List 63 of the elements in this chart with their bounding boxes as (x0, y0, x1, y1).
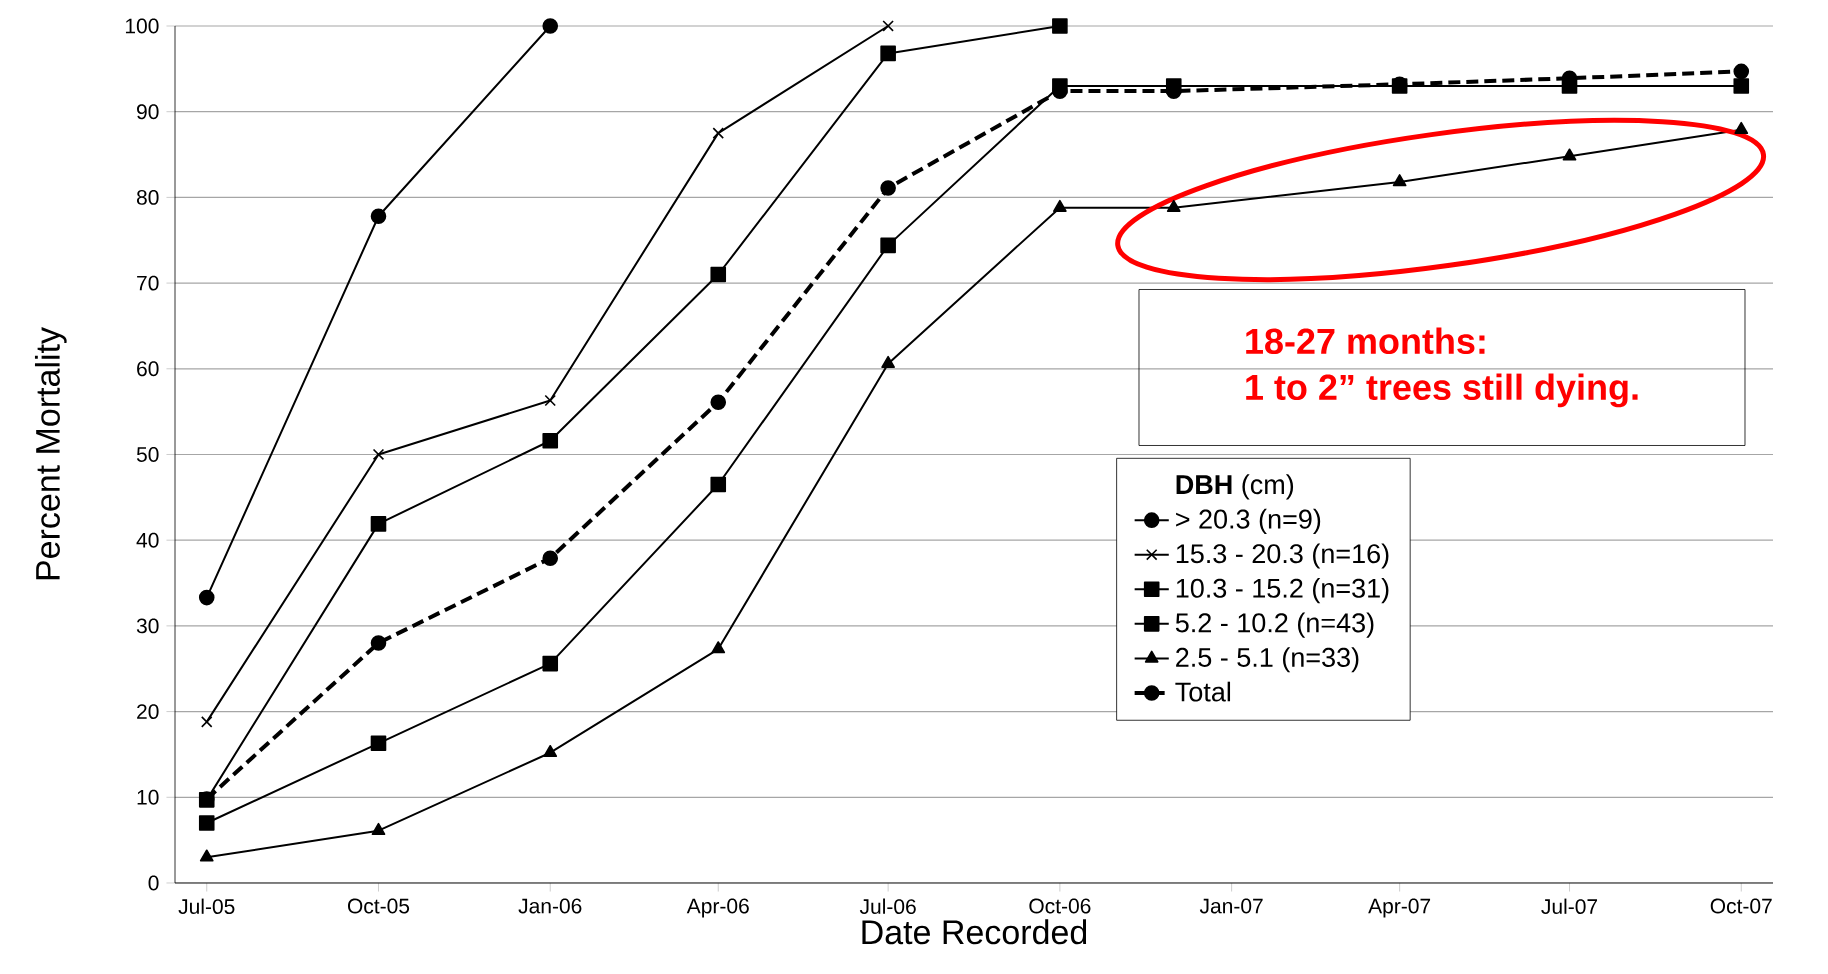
point (544, 394, 556, 407)
point (1562, 148, 1577, 161)
x-tick-label: Apr-06 (686, 898, 749, 918)
x-tick-label: Oct-07 (1710, 898, 1772, 914)
point (370, 735, 387, 752)
point (542, 655, 559, 672)
y-tick-label: 60 (137, 361, 159, 377)
y-tick-label: 10 (137, 789, 159, 805)
y-tick-label: 50 (136, 447, 159, 462)
x-tick-label: Jul-05 (178, 898, 235, 915)
y-tick-label: 90 (137, 104, 159, 120)
legend-label: 5.2 - 10.2 (n=43) (1175, 612, 1374, 638)
point (198, 815, 215, 831)
point (199, 849, 214, 862)
point (711, 641, 726, 654)
x-tick-label: Jan-06 (518, 898, 582, 914)
x-tick-label: Jul-07 (1541, 898, 1598, 915)
point (712, 127, 724, 139)
point (1052, 18, 1068, 34)
annotation: 1 to 2” trees still dying. (1246, 373, 1638, 408)
y-tick-label: 80 (136, 189, 159, 205)
point (1733, 78, 1750, 94)
point (370, 208, 387, 225)
point (880, 180, 896, 196)
point (542, 18, 559, 34)
y-tick-label: 0 (148, 875, 159, 891)
x-axis-title: Date Recorded (862, 919, 1087, 945)
point (542, 550, 559, 566)
point (1733, 63, 1750, 80)
point (710, 394, 727, 411)
annotation: 18-27 months: (1246, 327, 1485, 355)
point (710, 476, 727, 493)
y-tick-label: 70 (137, 275, 159, 291)
x-tick-label: Jul-06 (859, 898, 916, 915)
point (542, 432, 559, 449)
point (372, 448, 385, 461)
point (880, 237, 896, 254)
x-tick-label: Jan-07 (1199, 898, 1263, 914)
point (370, 635, 387, 651)
legend-label: 10.3 - 15.2 (n=31) (1176, 578, 1389, 604)
legend-title: DBH (cm) (1176, 474, 1294, 500)
point (881, 355, 895, 368)
point (882, 20, 894, 32)
point (200, 716, 213, 728)
legend-label: 15.3 - 20.3 (n=16) (1176, 543, 1389, 569)
y-tick-label: 100 (125, 18, 159, 34)
y-tick-label: 40 (136, 532, 159, 548)
legend-label: Total (1175, 681, 1231, 702)
point (1392, 174, 1407, 187)
y-tick-label: 30 (136, 618, 159, 634)
x-tick-label: Oct-05 (347, 898, 410, 914)
point (880, 45, 896, 62)
x-tick-label: Apr-07 (1368, 898, 1431, 918)
x-tick-label: Oct-06 (1029, 898, 1091, 914)
point (370, 516, 387, 532)
y-axis-title: Percent Mortality (34, 327, 67, 580)
point (710, 266, 727, 283)
legend-label: 2.5 - 5.1 (n=33) (1176, 647, 1359, 673)
point (198, 589, 215, 606)
point (543, 744, 558, 758)
legend-label: > 20.3 (n=9) (1176, 508, 1321, 535)
point (371, 822, 386, 836)
y-tick-label: 20 (137, 704, 159, 720)
